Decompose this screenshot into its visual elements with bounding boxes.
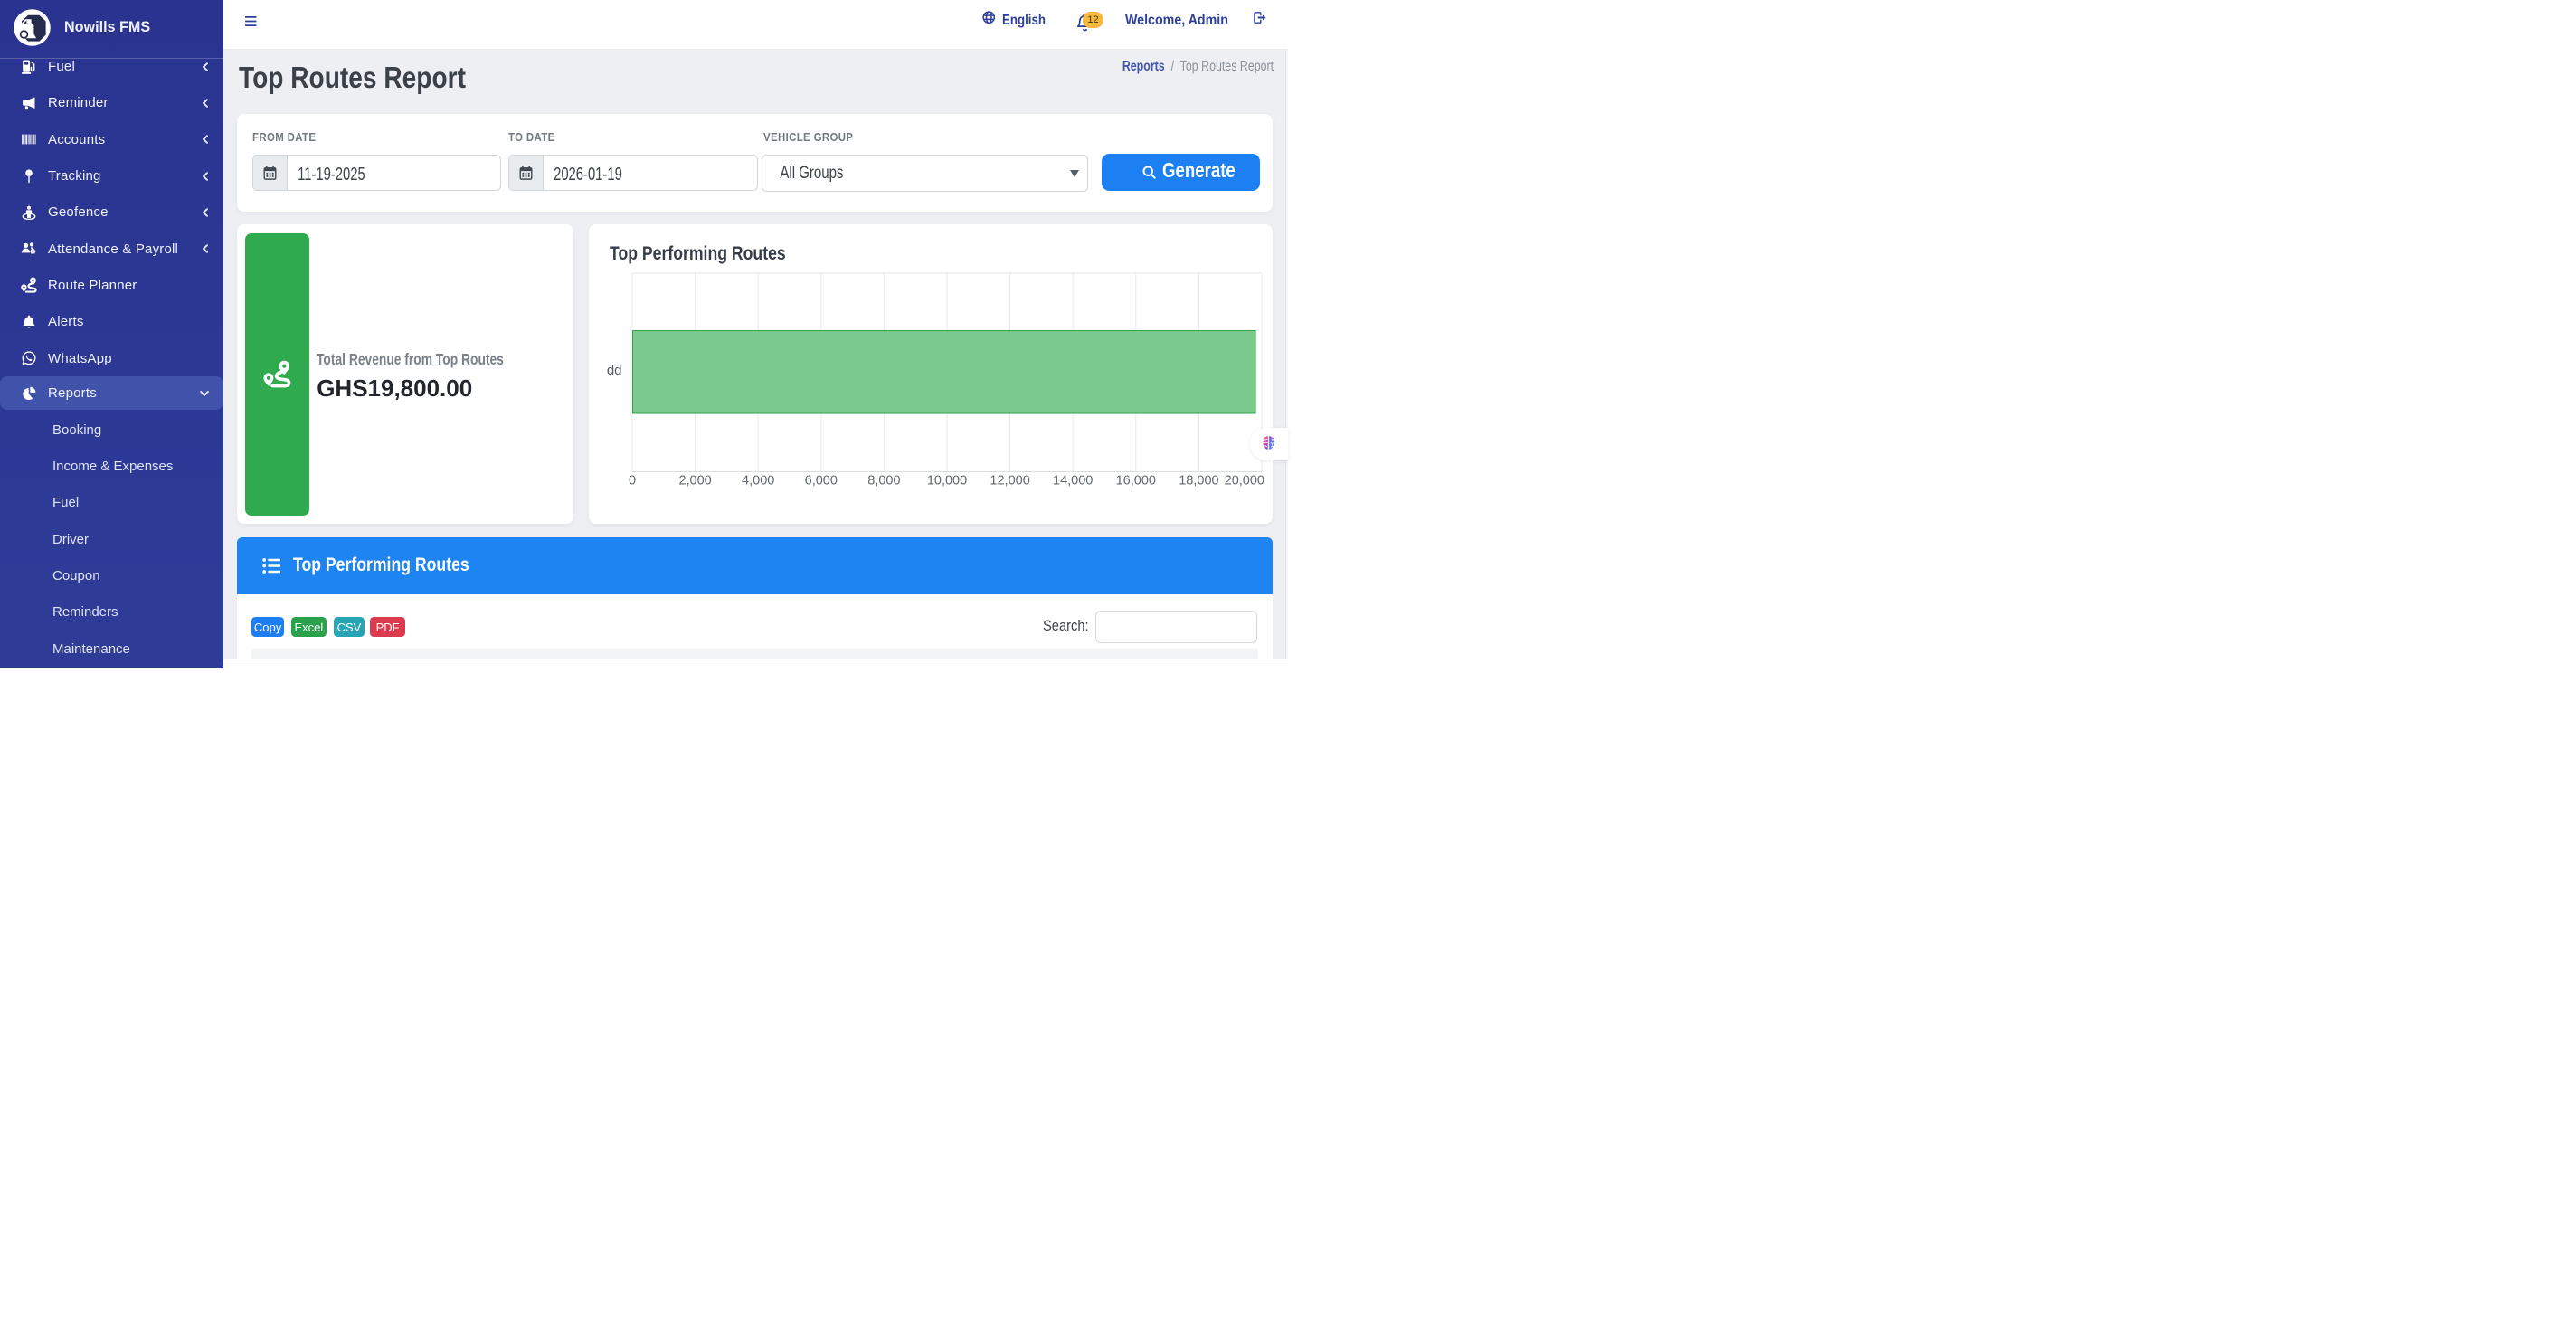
svg-text:20,000: 20,000: [1225, 474, 1264, 488]
svg-text:14,000: 14,000: [1053, 474, 1093, 488]
svg-text:dd: dd: [607, 363, 622, 378]
svg-text:10,000: 10,000: [927, 474, 967, 488]
svg-text:12,000: 12,000: [990, 474, 1029, 488]
svg-text:8,000: 8,000: [867, 474, 900, 488]
svg-text:0: 0: [629, 474, 636, 488]
svg-text:16,000: 16,000: [1116, 474, 1156, 488]
svg-text:18,000: 18,000: [1179, 474, 1218, 488]
svg-text:2,000: 2,000: [678, 474, 711, 488]
svg-text:6,000: 6,000: [805, 474, 838, 488]
svg-text:4,000: 4,000: [742, 474, 774, 488]
